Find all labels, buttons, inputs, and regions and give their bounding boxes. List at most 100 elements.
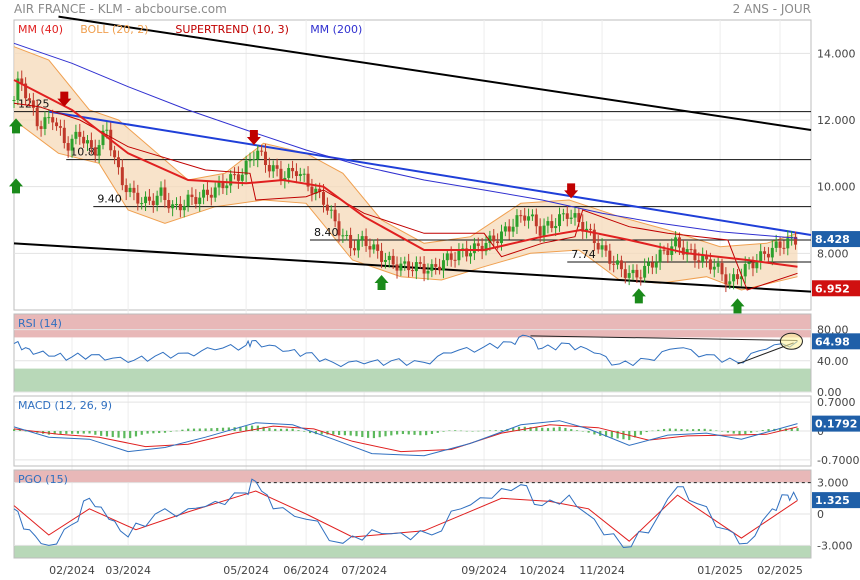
candle-body bbox=[794, 236, 798, 245]
candle-body bbox=[178, 204, 182, 211]
macd-histogram-bar bbox=[483, 430, 486, 432]
macd-histogram-bar bbox=[604, 431, 608, 437]
candle-body bbox=[697, 260, 701, 262]
candle-body bbox=[457, 249, 461, 261]
macd-histogram-bar bbox=[291, 428, 294, 431]
candle-body bbox=[209, 194, 213, 198]
macd-histogram-bar bbox=[59, 431, 62, 434]
macd-histogram-bar bbox=[372, 431, 376, 439]
macd-histogram-bar bbox=[610, 431, 613, 438]
macd-histogram-bar bbox=[662, 428, 666, 431]
candle-body bbox=[356, 239, 360, 251]
candle-body bbox=[376, 244, 380, 251]
candle-body bbox=[650, 262, 654, 268]
candle-body bbox=[430, 264, 434, 271]
candle-body bbox=[465, 248, 469, 257]
candle-body bbox=[743, 264, 747, 277]
candle-body bbox=[546, 221, 550, 226]
candle-body bbox=[341, 235, 345, 237]
mm200-line bbox=[13, 42, 798, 239]
candle-body bbox=[364, 236, 368, 247]
macd-histogram-bar bbox=[442, 431, 445, 432]
macd-histogram-bar bbox=[227, 427, 230, 431]
macd-histogram-bar bbox=[744, 431, 747, 435]
macd-histogram-bar bbox=[308, 431, 312, 434]
candle-body bbox=[329, 209, 333, 211]
buy-arrow-icon bbox=[9, 178, 23, 194]
macd-histogram-bar bbox=[430, 431, 434, 434]
pgo-ma-line bbox=[13, 490, 798, 542]
candle-body bbox=[732, 274, 736, 282]
candle-body bbox=[225, 185, 229, 189]
candle-body bbox=[608, 250, 612, 264]
candle-body bbox=[24, 83, 28, 99]
candle-body bbox=[174, 204, 178, 206]
candle-body bbox=[383, 260, 387, 262]
candle-body bbox=[712, 266, 716, 270]
macd-histogram-bar bbox=[616, 431, 619, 439]
candle-body bbox=[144, 196, 148, 204]
macd-histogram-bar bbox=[13, 429, 16, 431]
buy-arrow-icon bbox=[730, 298, 745, 314]
candle-body bbox=[205, 189, 209, 195]
candle-body bbox=[735, 274, 739, 280]
macd-histogram-bar bbox=[175, 430, 178, 432]
candle-body bbox=[507, 226, 511, 232]
bollinger-band-area bbox=[14, 46, 798, 291]
x-tick-label: 01/2025 bbox=[697, 564, 743, 577]
candle-body bbox=[453, 259, 457, 261]
price-axis-tick-label: 14.000 bbox=[817, 47, 856, 60]
candle-body bbox=[399, 263, 403, 271]
macd-legend-item: MACD (12, 26, 9) bbox=[18, 399, 112, 412]
candle-body bbox=[496, 241, 500, 244]
macd-histogram-bar bbox=[297, 430, 300, 431]
pgo-low-zone bbox=[14, 545, 811, 558]
x-tick-label: 10/2024 bbox=[519, 564, 565, 577]
candle-body bbox=[558, 214, 562, 227]
macd-axis-tick-label: -0.7000 bbox=[817, 454, 859, 467]
candle-body bbox=[488, 235, 492, 244]
macd-histogram-bar bbox=[123, 431, 126, 439]
candle-body bbox=[623, 269, 627, 278]
macd-histogram-bar bbox=[732, 431, 735, 434]
macd-histogram-bar bbox=[129, 431, 132, 439]
macd-histogram-bar bbox=[512, 427, 515, 431]
macd-histogram-bar bbox=[622, 431, 625, 440]
candle-body bbox=[492, 235, 496, 242]
candle-body bbox=[360, 236, 364, 240]
candle-body bbox=[588, 228, 592, 230]
candle-body bbox=[283, 177, 287, 181]
macd-histogram-bar bbox=[198, 428, 201, 431]
candle-body bbox=[720, 263, 724, 275]
candle-body bbox=[728, 281, 732, 285]
candle-body bbox=[256, 150, 260, 160]
candle-body bbox=[705, 254, 709, 260]
macd-histogram-bar bbox=[488, 430, 492, 431]
macd-histogram-bar bbox=[146, 431, 149, 434]
candle-body bbox=[275, 165, 279, 169]
macd-histogram-bar bbox=[796, 428, 799, 431]
candle-body bbox=[461, 248, 465, 250]
candle-body bbox=[612, 263, 616, 265]
candle-body bbox=[778, 241, 782, 248]
rsi-trendline bbox=[530, 335, 798, 342]
candle-body bbox=[229, 174, 233, 186]
candle-body bbox=[426, 270, 430, 274]
macd-histogram-bar bbox=[448, 430, 451, 431]
macd-histogram-bar bbox=[390, 431, 393, 436]
candle-body bbox=[391, 255, 395, 265]
candle-body bbox=[581, 221, 585, 232]
macd-histogram-bar bbox=[419, 431, 422, 436]
candle-body bbox=[271, 165, 275, 172]
candle-body bbox=[70, 138, 74, 151]
buy-arrow-icon bbox=[9, 118, 23, 134]
macd-histogram-bar bbox=[738, 431, 741, 435]
rsi-highlight-circle bbox=[779, 332, 803, 350]
candle-body bbox=[194, 197, 198, 204]
macd-histogram-bar bbox=[76, 431, 80, 434]
level-label: 8.40 bbox=[314, 226, 339, 239]
candle-body bbox=[387, 255, 391, 261]
macd-histogram-bar bbox=[639, 431, 642, 435]
pgo-axis-tick-label: 3.000 bbox=[817, 477, 849, 490]
macd-histogram-bar bbox=[221, 427, 225, 431]
